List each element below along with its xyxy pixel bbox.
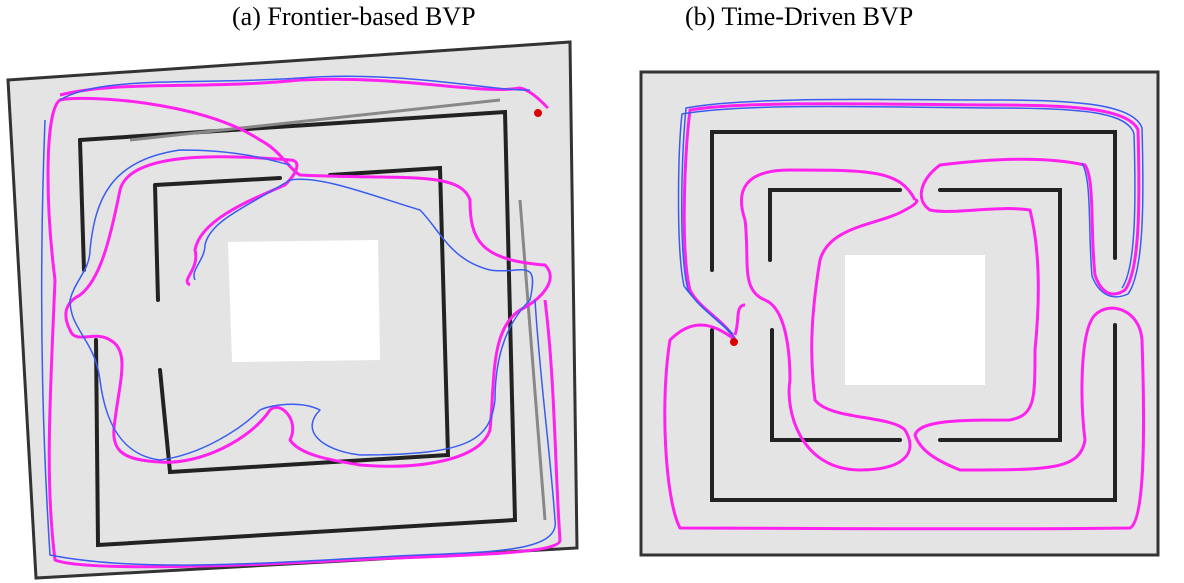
obstacle (845, 255, 985, 385)
page: (a) Frontier-based BVP (b) Time-Driven B… (0, 0, 1184, 583)
obstacle (228, 240, 380, 362)
map-a (8, 42, 577, 578)
robot (730, 338, 738, 346)
robot (534, 109, 542, 117)
map-b (641, 72, 1158, 555)
figure (0, 0, 1184, 583)
